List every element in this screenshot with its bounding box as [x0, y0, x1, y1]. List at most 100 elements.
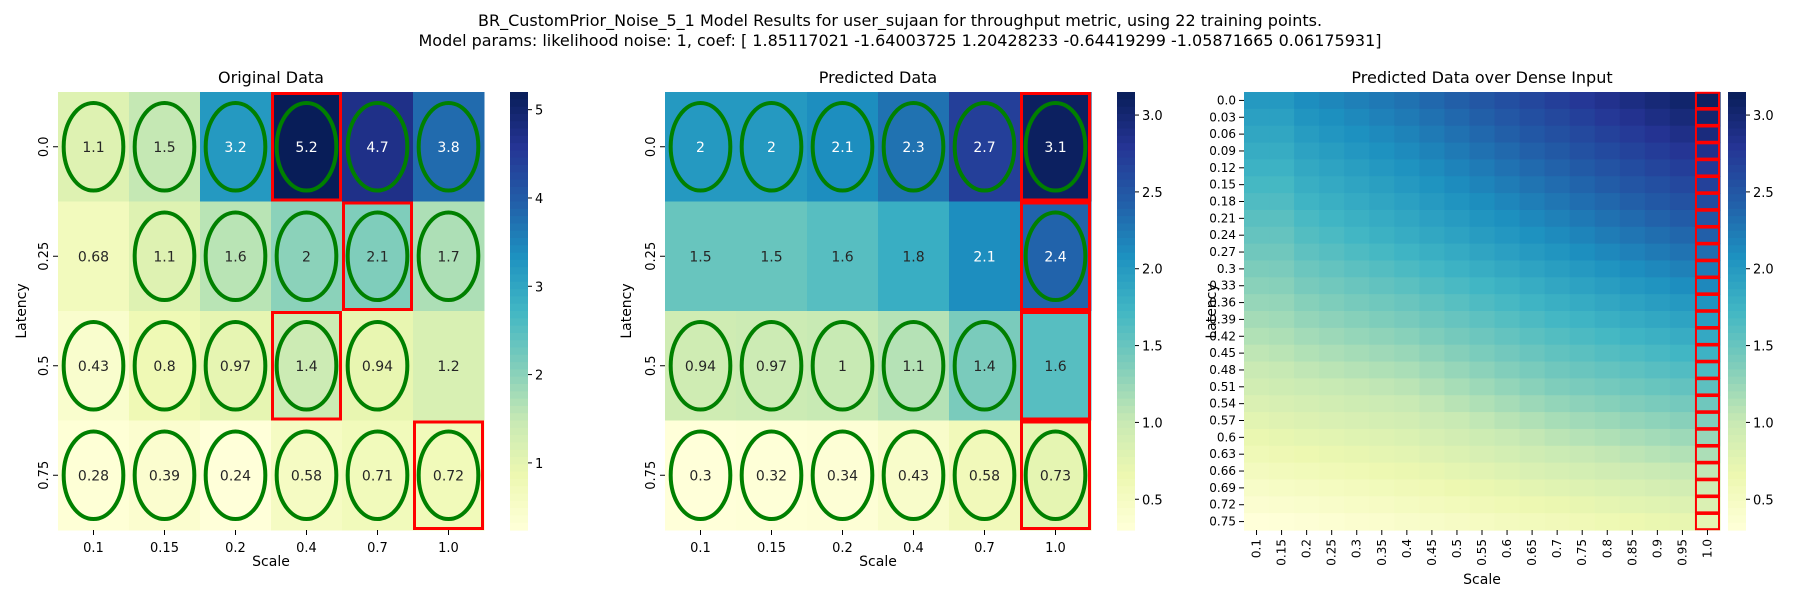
dense-heatmap-cell: [1644, 428, 1671, 447]
colorbar-segment: [1728, 230, 1746, 239]
dense-heatmap-cell: [1269, 327, 1295, 346]
cell-value-label: 0.58: [291, 468, 322, 484]
dense-heatmap-cell: [1344, 92, 1370, 110]
dense-heatmap-cell: [1619, 277, 1646, 295]
dense-heatmap-cell: [1294, 142, 1320, 160]
dense-heatmap-cell: [1594, 92, 1621, 110]
colorbar-tick-label: 4: [535, 192, 543, 207]
dense-heatmap-cell: [1669, 412, 1696, 430]
ellipse-marker: [61, 429, 126, 522]
colorbar-segment: [1728, 92, 1746, 100]
colorbar-segment: [1728, 522, 1746, 531]
highlight-box: [1694, 277, 1721, 295]
heatmap-cell: [665, 92, 737, 202]
colorbar-segment: [1728, 391, 1746, 400]
dense-heatmap-cell: [1569, 260, 1596, 278]
colorbar-segment: [1728, 369, 1746, 378]
dense-heatmap-cell: [1694, 226, 1721, 245]
dense-heatmap-cell: [1269, 193, 1295, 211]
dense-heatmap-cell: [1394, 327, 1420, 346]
dense-heatmap-cell: [1619, 344, 1646, 363]
dense-heatmap-cell: [1319, 193, 1345, 211]
cell-value-label: 0.58: [969, 468, 1000, 484]
ellipse-marker: [203, 319, 268, 412]
dense-heatmap-cell: [1619, 479, 1646, 497]
dense-heatmap-cell: [1569, 445, 1596, 464]
dense-heatmap-cell: [1269, 311, 1295, 329]
colorbar-segment: [510, 471, 528, 480]
y-tick-label: 0.66: [1209, 464, 1236, 478]
y-axis-label: Latency: [619, 283, 635, 338]
x-tick-label: 0.45: [1425, 539, 1439, 566]
colorbar-segment: [1117, 128, 1135, 137]
ellipse-marker: [810, 100, 875, 193]
dense-heatmap-cell: [1469, 125, 1496, 144]
colorbar-segment: [1728, 172, 1746, 181]
cell-value-label: 1.8: [902, 249, 924, 265]
dense-heatmap-cell: [1469, 209, 1496, 228]
cell-value-label: 2.7: [973, 140, 995, 156]
dense-heatmap-cell: [1344, 378, 1370, 396]
colorbar-segment: [1117, 340, 1135, 349]
colorbar-segment: [1728, 442, 1746, 451]
heatmap-cell: [200, 311, 272, 421]
dense-heatmap-cell: [1319, 479, 1345, 497]
dense-heatmap-cell: [1419, 361, 1446, 379]
y-axis-label: Latency: [1204, 283, 1220, 338]
dense-heatmap-cell: [1244, 159, 1270, 177]
colorbar-segment: [1117, 420, 1135, 429]
y-tick-label: 0.3: [1217, 262, 1236, 276]
colorbar-tick-label: 2.5: [1142, 186, 1163, 201]
ellipse-marker: [739, 100, 804, 193]
colorbar-segment: [510, 398, 528, 407]
y-tick-label: 0.75: [1209, 515, 1236, 529]
colorbar-segment: [510, 362, 528, 370]
dense-heatmap-cell: [1269, 361, 1295, 379]
colorbar-segment: [510, 457, 528, 465]
dense-heatmap-cell: [1569, 479, 1596, 497]
dense-heatmap-cell: [1494, 327, 1521, 346]
dense-heatmap-cell: [1669, 260, 1696, 278]
colorbar-segment: [1728, 245, 1746, 254]
dense-heatmap-cell: [1619, 125, 1646, 144]
dense-heatmap-cell: [1594, 193, 1621, 211]
highlight-box: [1694, 108, 1721, 126]
highlight-box: [1694, 176, 1721, 194]
dense-heatmap-cell: [1344, 209, 1370, 228]
heatmap-cell: [271, 420, 343, 531]
colorbar-segment: [510, 318, 528, 327]
colorbar-tick-label: 1.5: [1142, 340, 1163, 355]
dense-heatmap-cell: [1319, 344, 1345, 363]
colorbar-segment: [1728, 135, 1746, 144]
dense-heatmap-cell: [1619, 176, 1646, 194]
colorbar-segment: [1117, 172, 1135, 181]
colorbar-segment: [1117, 267, 1135, 276]
dense-heatmap-cell: [1469, 479, 1496, 497]
dense-heatmap-cell: [1669, 125, 1696, 144]
colorbar-segment: [510, 252, 528, 261]
dense-heatmap-cell: [1469, 395, 1496, 413]
dense-heatmap-cell: [1669, 496, 1696, 514]
dense-heatmap-cell: [1494, 445, 1521, 464]
dense-heatmap-cell: [1444, 142, 1471, 160]
dense-heatmap-cell: [1594, 243, 1621, 262]
colorbar-segment: [1117, 405, 1135, 414]
dense-heatmap-cell: [1419, 209, 1446, 228]
dense-heatmap-cell: [1344, 479, 1370, 497]
cell-value-label: 2: [696, 140, 705, 156]
heatmap-cell: [58, 311, 130, 421]
dense-heatmap-cell: [1594, 226, 1621, 245]
colorbar-segment: [1728, 238, 1746, 246]
dense-heatmap-cell: [1469, 108, 1496, 127]
dense-heatmap-cell: [1594, 176, 1621, 194]
colorbar-segment: [1728, 340, 1746, 349]
colorbar-tick-label: 1.0: [1753, 416, 1774, 431]
colorbar-segment: [1117, 223, 1135, 232]
colorbar-tick-label: 2.5: [1753, 186, 1774, 201]
dense-heatmap-cell: [1644, 327, 1671, 346]
dense-heatmap-cell: [1394, 361, 1420, 379]
colorbar-segment: [510, 369, 528, 378]
colorbar-segment: [510, 354, 528, 363]
dense-heatmap-cell: [1369, 260, 1395, 278]
dense-heatmap-cell: [1419, 412, 1446, 430]
